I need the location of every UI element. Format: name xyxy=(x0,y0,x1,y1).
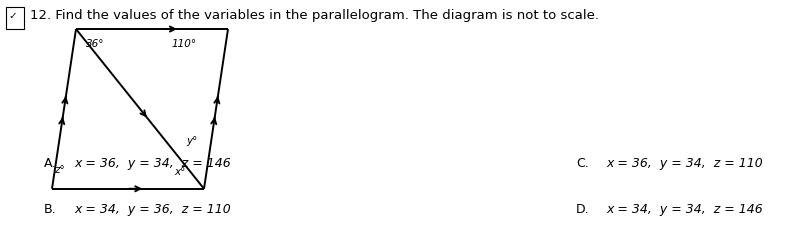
Text: A.: A. xyxy=(44,157,56,170)
Bar xyxy=(6,7,24,29)
Text: y°: y° xyxy=(186,136,198,145)
Text: x = 36,  y = 34,  z = 146: x = 36, y = 34, z = 146 xyxy=(74,157,231,170)
Text: 12. Find the values of the variables in the parallelogram. The diagram is not to: 12. Find the values of the variables in … xyxy=(30,9,599,22)
Text: C.: C. xyxy=(576,157,589,170)
Text: x = 34,  y = 36,  z = 110: x = 34, y = 36, z = 110 xyxy=(74,203,231,216)
Text: 36°: 36° xyxy=(86,39,105,49)
Text: z°: z° xyxy=(54,165,65,174)
Text: B.: B. xyxy=(44,203,57,216)
Text: 110°: 110° xyxy=(172,39,197,49)
Text: x = 36,  y = 34,  z = 110: x = 36, y = 34, z = 110 xyxy=(606,157,763,170)
Text: x = 34,  y = 34,  z = 146: x = 34, y = 34, z = 146 xyxy=(606,203,763,216)
Text: ✓: ✓ xyxy=(8,11,17,21)
Text: x°: x° xyxy=(174,167,186,177)
Text: D.: D. xyxy=(576,203,590,216)
